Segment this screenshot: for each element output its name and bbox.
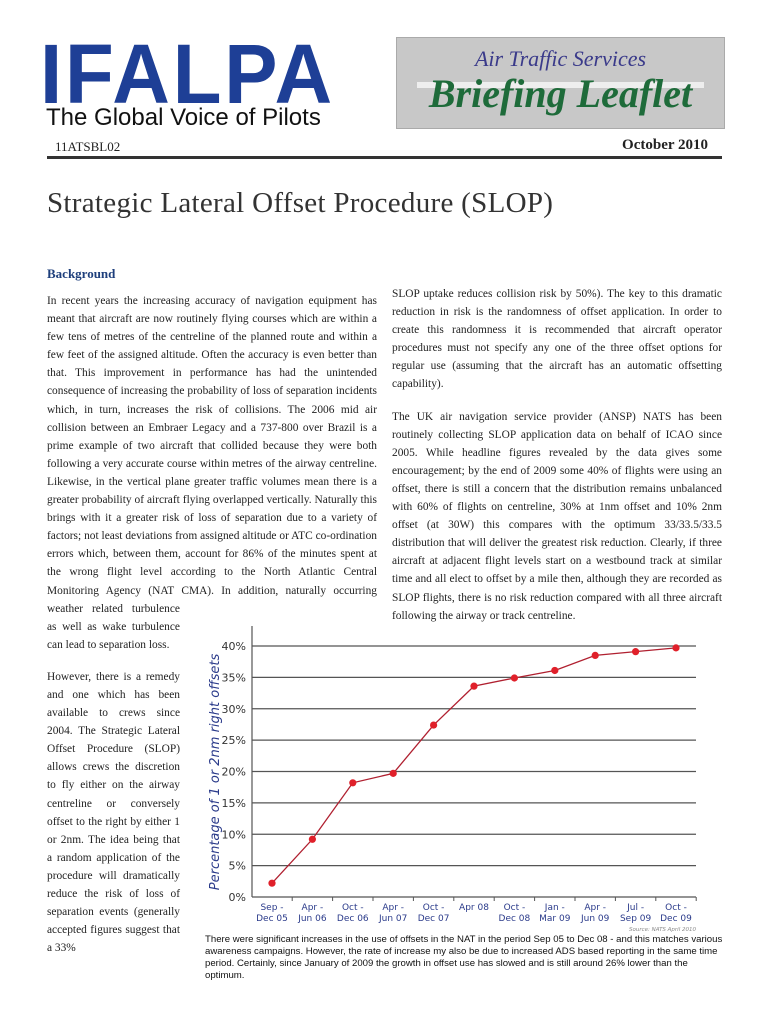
y-tick-label: 25% bbox=[222, 734, 246, 747]
y-tick-label: 20% bbox=[222, 766, 246, 779]
y-tick-label: 0% bbox=[229, 891, 246, 904]
x-tick-label: Jun 09 bbox=[580, 914, 610, 924]
x-tick-label: Dec 07 bbox=[418, 914, 450, 924]
x-tick-label: Dec 09 bbox=[660, 914, 692, 924]
offset-usage-chart: 0% 5% 10% 15% 20% 25% 30% 35% 40%Percentage of 1… bbox=[208, 626, 697, 933]
x-tick-label: Apr - bbox=[302, 903, 324, 913]
left-column: In recent years the increasing accuracy … bbox=[47, 292, 377, 1024]
y-tick-label: 30% bbox=[222, 703, 246, 716]
data-point bbox=[632, 648, 640, 656]
x-tick-label: Jan - bbox=[544, 903, 565, 913]
wings-emblem bbox=[417, 82, 704, 88]
x-tick-label: Oct - bbox=[342, 903, 364, 913]
x-tick-label: Apr - bbox=[584, 903, 606, 913]
right-column: SLOP uptake reduces collision risk by 50… bbox=[392, 285, 722, 639]
paragraph: The UK air navigation service provider (… bbox=[392, 410, 722, 622]
x-tick-label: Apr - bbox=[382, 903, 404, 913]
y-tick-label: 15% bbox=[222, 797, 246, 810]
data-point bbox=[389, 769, 397, 777]
y-tick-label: 5% bbox=[229, 860, 246, 873]
chart-source: Source: NATS April 2010 bbox=[629, 927, 697, 933]
header-divider bbox=[47, 156, 722, 159]
data-point bbox=[430, 721, 438, 729]
data-point bbox=[591, 651, 599, 660]
data-point bbox=[551, 666, 559, 675]
x-tick-label: Oct - bbox=[504, 903, 526, 913]
y-tick-label: 35% bbox=[222, 671, 246, 684]
y-axis-title: Percentage of 1 or 2nm right offsets bbox=[208, 654, 223, 891]
x-tick-label: Apr 08 bbox=[459, 903, 489, 913]
data-point bbox=[470, 682, 478, 690]
document-date: October 2010 bbox=[622, 137, 708, 153]
data-point bbox=[672, 644, 680, 652]
paragraph: However, there is a remedy and one which… bbox=[47, 670, 180, 955]
y-tick-label: 10% bbox=[222, 828, 246, 841]
x-tick-label: Jun 06 bbox=[297, 914, 327, 924]
x-tick-label: Dec 05 bbox=[256, 914, 288, 924]
x-tick-label: Dec 06 bbox=[337, 914, 369, 924]
data-point bbox=[510, 674, 518, 682]
document-code: 11ATSBL02 bbox=[55, 139, 121, 154]
x-tick-label: Sep 09 bbox=[620, 914, 652, 924]
x-tick-label: Oct - bbox=[665, 903, 687, 913]
data-point bbox=[268, 879, 276, 887]
tagline: The Global Voice of Pilots bbox=[46, 104, 321, 131]
banner-line2: Briefing Leaflet bbox=[428, 71, 693, 116]
data-point bbox=[349, 779, 357, 787]
banner-line1: Air Traffic Services bbox=[474, 46, 647, 71]
y-tick-label: 40% bbox=[222, 640, 246, 653]
x-tick-label: Dec 08 bbox=[499, 914, 531, 924]
x-tick-label: Sep - bbox=[260, 903, 283, 913]
paragraph: In recent years the increasing accuracy … bbox=[47, 295, 377, 651]
ifalpa-logo: IFALPA bbox=[40, 27, 335, 121]
x-tick-label: Oct - bbox=[423, 903, 445, 913]
page-title: Strategic Lateral Offset Procedure (SLOP… bbox=[47, 187, 554, 219]
x-tick-label: Jun 07 bbox=[378, 914, 407, 924]
data-point bbox=[308, 835, 316, 843]
x-tick-label: Mar 09 bbox=[539, 914, 571, 924]
briefing-leaflet-banner: Air Traffic Services Briefing Leaflet bbox=[396, 37, 725, 129]
paragraph: SLOP uptake reduces collision risk by 50… bbox=[392, 288, 722, 391]
chart-caption: There were significant increases in the … bbox=[205, 934, 723, 981]
section-heading: Background bbox=[47, 266, 116, 281]
x-tick-label: Jul - bbox=[626, 903, 644, 913]
